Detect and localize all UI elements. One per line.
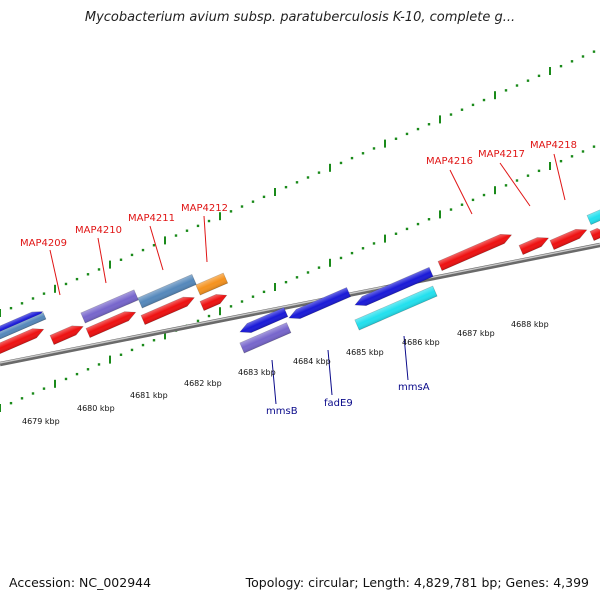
gene-forward-3-shade <box>86 311 136 338</box>
upper-gene-label[interactable]: MAP4218 <box>530 140 577 151</box>
gene-steelblue-map4211[interactable] <box>137 274 197 309</box>
upper-label-leader <box>49 249 61 296</box>
upper-label-leader <box>499 162 531 207</box>
upper-gene-label[interactable]: MAP4209 <box>20 238 67 249</box>
backbone-line <box>0 242 600 367</box>
kbp-scale-label: 4685 kbp <box>346 348 384 357</box>
gene-purple-mmsB[interactable] <box>239 322 292 354</box>
kbp-scale-label: 4688 kbp <box>511 320 549 329</box>
gene-forward-4[interactable] <box>140 293 196 325</box>
gene-purple-map4210[interactable] <box>80 289 139 324</box>
gene-forward-map4218[interactable] <box>549 225 589 250</box>
gene-forward-edge[interactable] <box>589 227 600 241</box>
gene-reverse-1-shade <box>240 307 288 333</box>
upper-gene-label[interactable]: MAP4212 <box>181 203 228 214</box>
upper-label-leader <box>449 169 473 215</box>
kbp-scale-label: 4681 kbp <box>130 391 168 400</box>
lower-label-leader <box>403 335 409 381</box>
kbp-scale-label: 4683 kbp <box>238 368 276 377</box>
upper-gene-label[interactable]: MAP4211 <box>128 213 175 224</box>
gene-reverse-1[interactable] <box>238 307 289 336</box>
gene-forward-1[interactable] <box>0 325 46 355</box>
lower-gene-label[interactable]: fadE9 <box>324 398 353 409</box>
lower-gene-label[interactable]: mmsA <box>398 382 430 393</box>
upper-label-leader <box>97 237 107 284</box>
kbp-scale-label: 4684 kbp <box>293 357 331 366</box>
gene-cyan-mmsA-shade <box>354 286 438 331</box>
kbp-scale-label: 4680 kbp <box>77 404 115 413</box>
upper-label-leader <box>203 215 208 263</box>
lower-gene-label[interactable]: mmsB <box>266 406 298 417</box>
gene-forward-map4217-shade <box>519 237 549 255</box>
lower-label-leader <box>271 359 277 405</box>
upper-gene-label[interactable]: MAP4210 <box>75 225 122 236</box>
map-title: Mycobacterium avium subsp. paratuberculo… <box>84 10 516 25</box>
gene-reverse-mmsB-2[interactable] <box>353 266 434 309</box>
kbp-scale-label: 4679 kbp <box>22 417 60 426</box>
topology-text: Topology: circular; Length: 4,829,781 bp… <box>245 575 589 590</box>
upper-label-leader <box>149 225 164 271</box>
gene-forward-3[interactable] <box>85 308 138 338</box>
upper-gene-label[interactable]: MAP4216 <box>426 156 473 167</box>
gene-forward-map4217[interactable] <box>518 233 550 255</box>
kbp-scale-label: 4687 kbp <box>457 329 495 338</box>
gene-cyan-edge-shade <box>587 209 600 225</box>
upper-label-leader <box>553 153 566 201</box>
gene-steelblue-edge[interactable] <box>0 312 47 341</box>
kbp-scale-label: 4686 kbp <box>402 338 440 347</box>
gene-orange-map4212-shade <box>195 272 228 296</box>
gene-forward-2-shade <box>50 325 84 345</box>
gene-cyan-mmsA[interactable] <box>354 285 438 331</box>
gene-steelblue-edge-shade <box>0 312 46 341</box>
gene-forward-map4216[interactable] <box>437 230 514 271</box>
gene-purple-map4210-shade <box>80 289 139 324</box>
gene-orange-map4212[interactable] <box>195 272 229 296</box>
backbone-highlight <box>0 243 600 364</box>
lower-label-leader <box>327 349 333 396</box>
upper-gene-label[interactable]: MAP4217 <box>478 149 525 160</box>
gene-purple-mmsB-shade <box>239 322 291 354</box>
kbp-scale-label: 4682 kbp <box>184 379 222 388</box>
gene-steelblue-map4211-shade <box>137 274 197 309</box>
gene-forward-1-shade <box>0 328 44 355</box>
gene-reverse-fadE9-shade <box>289 287 351 319</box>
gene-forward-map4216-shade <box>438 234 512 271</box>
gene-reverse-mmsB-2-shade <box>355 267 434 306</box>
gene-cyan-edge[interactable] <box>586 209 600 225</box>
gene-forward-map4218-shade <box>550 229 587 250</box>
gene-forward-5[interactable] <box>199 291 229 311</box>
gene-forward-4-shade <box>141 297 195 325</box>
gene-forward-5-shade <box>200 294 227 311</box>
accession-text: Accession: NC_002944 <box>9 575 152 590</box>
gene-reverse-fadE9[interactable] <box>287 287 351 322</box>
gene-forward-2[interactable] <box>49 322 85 345</box>
